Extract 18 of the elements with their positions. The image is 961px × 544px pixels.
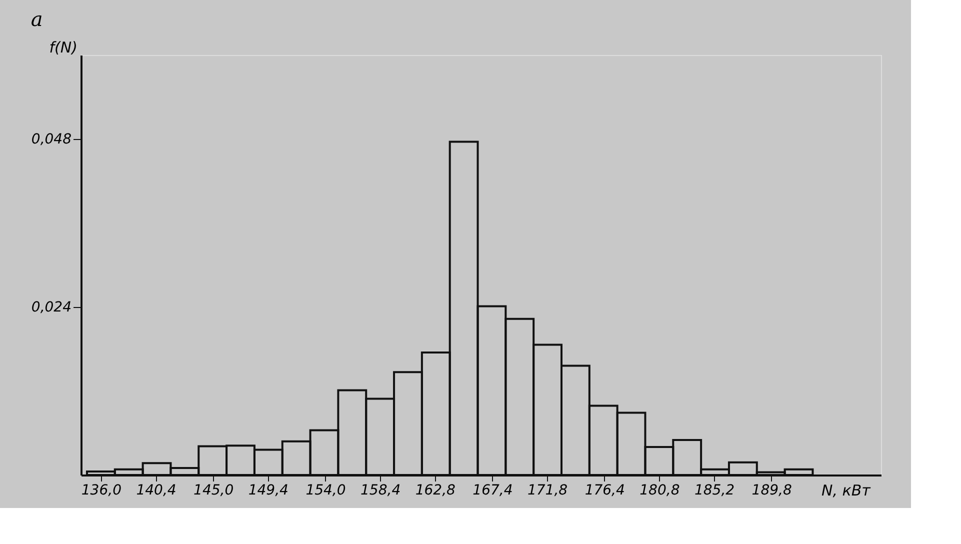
x-axis-title: N, кВт	[822, 482, 872, 500]
x-tick-label: 154,0	[306, 482, 346, 498]
y-tick-label: 0,048	[31, 132, 72, 148]
y-axis-title: f(N)	[49, 38, 78, 56]
x-tick-label: 158,4	[360, 482, 401, 498]
x-tick-label: 162,8	[415, 482, 456, 498]
x-tick-label: 167,4	[472, 482, 513, 498]
x-tick-label: 145,0	[194, 482, 234, 498]
chart-title: a	[30, 7, 43, 31]
x-tick-label: 185,2	[694, 482, 735, 498]
x-tick-label: 149,4	[248, 482, 288, 498]
x-tick-label: 136,0	[81, 482, 122, 498]
x-tick-label: 140,4	[136, 482, 176, 498]
x-tick-label: 176,4	[584, 482, 625, 498]
x-tick-label: 171,8	[527, 482, 568, 498]
x-tick-label: 180,8	[640, 482, 680, 498]
y-tick-label: 0,024	[31, 300, 72, 316]
x-tick-label: 189,8	[752, 482, 792, 498]
